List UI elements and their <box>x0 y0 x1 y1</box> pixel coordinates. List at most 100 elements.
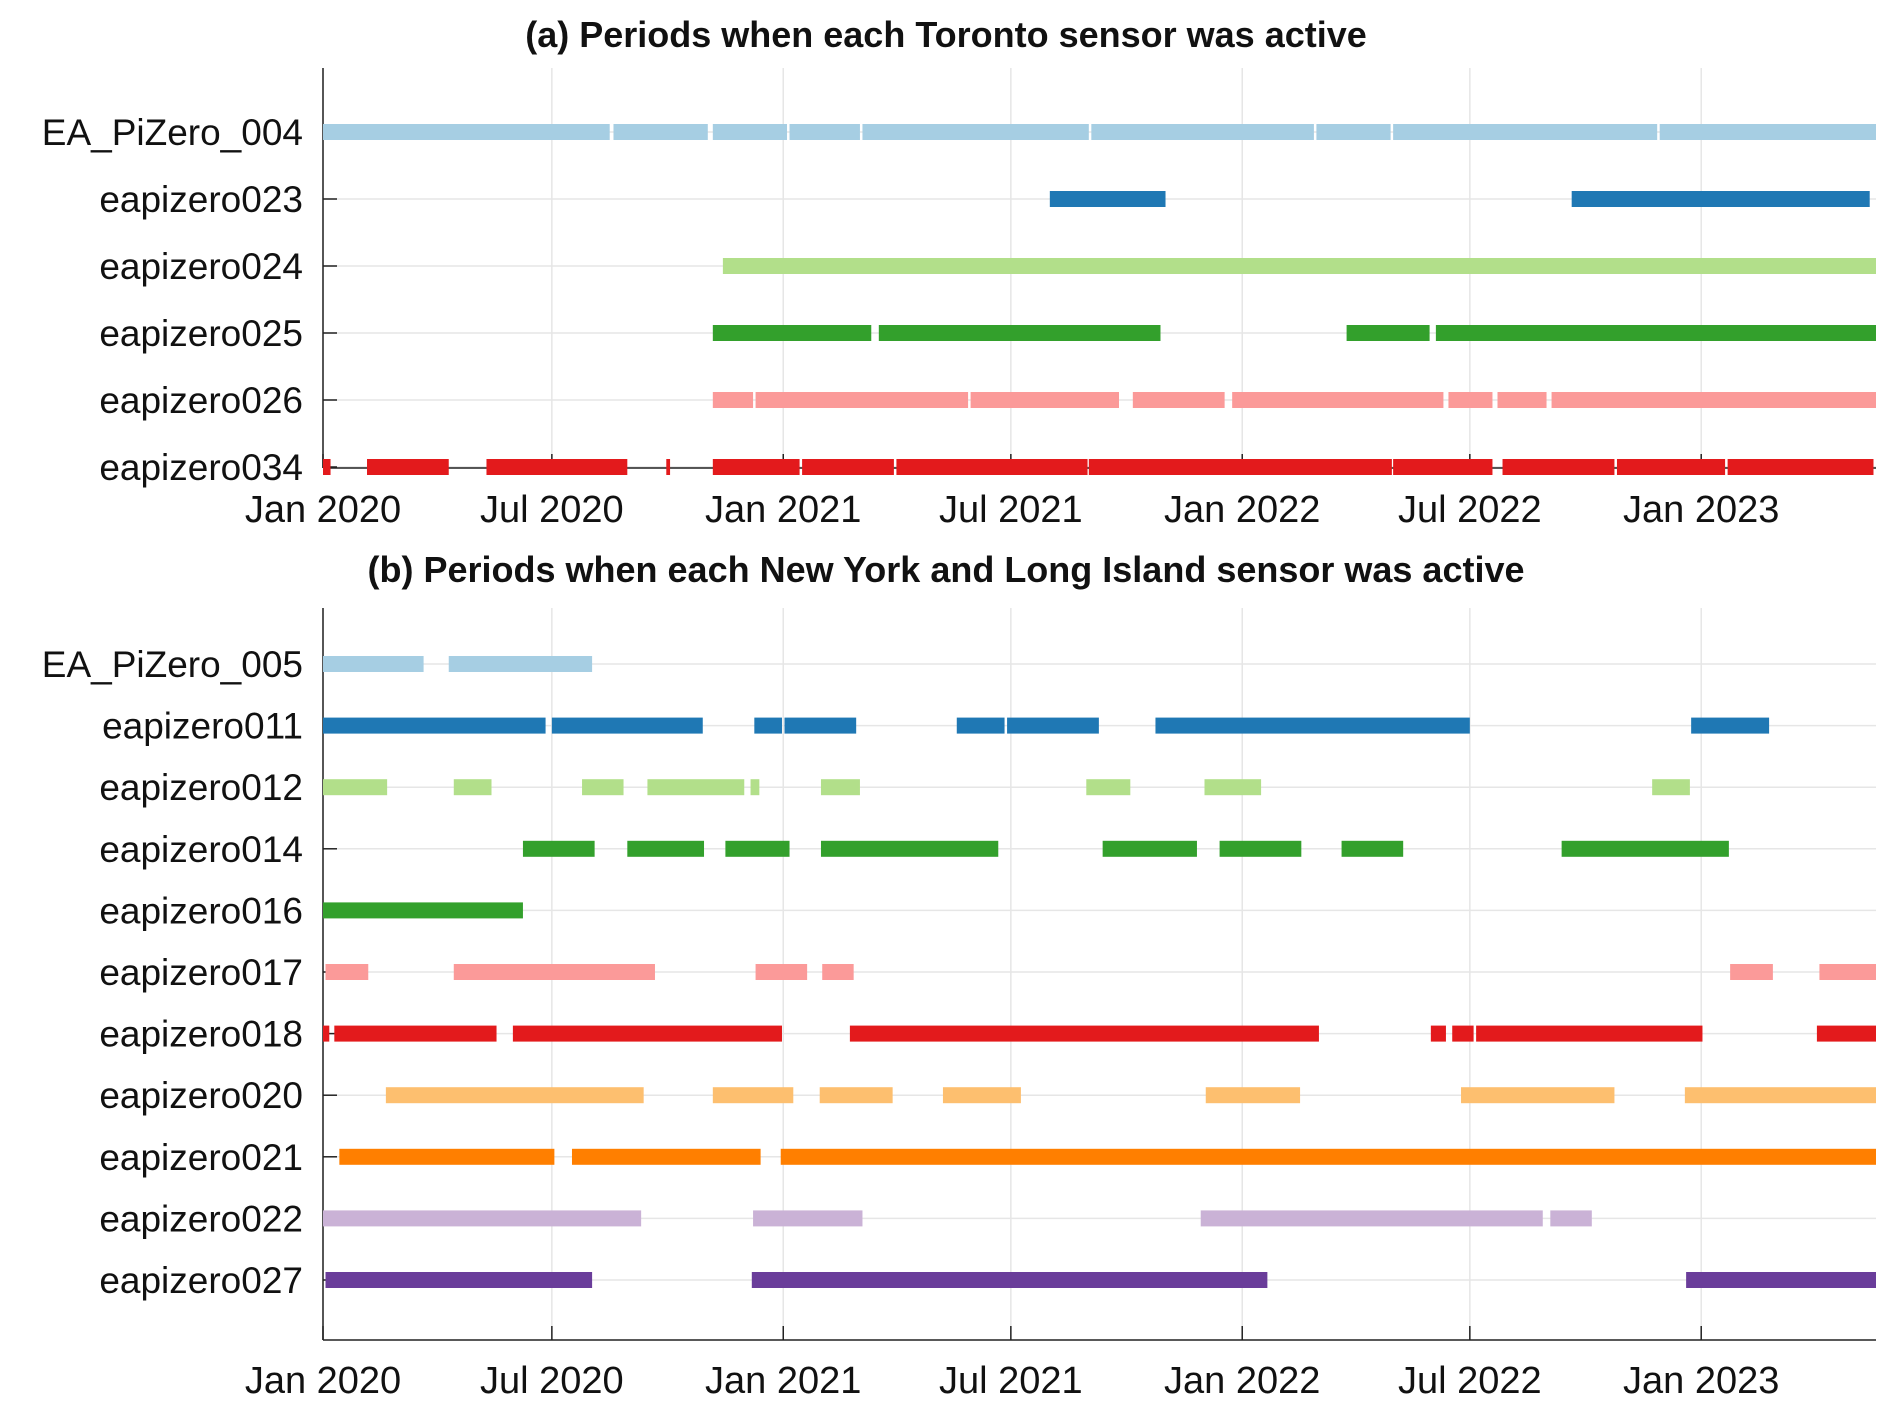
active-period-bar <box>1132 392 1225 408</box>
active-period-bar <box>780 1148 1876 1165</box>
active-period-bar <box>1219 840 1302 857</box>
series-label: eapizero012 <box>99 767 303 808</box>
active-period-bar <box>1727 459 1874 475</box>
active-period-bar <box>1346 325 1430 341</box>
active-period-bar <box>323 717 546 734</box>
active-period-bar <box>1091 124 1314 140</box>
active-period-bar <box>385 1087 644 1104</box>
active-period-bar <box>323 124 610 140</box>
series-label: eapizero021 <box>99 1137 303 1178</box>
active-period-bar <box>802 459 894 475</box>
active-period-bar <box>1088 459 1392 475</box>
x-tick-label: Jan 2021 <box>705 1360 861 1402</box>
active-period-bar <box>970 392 1119 408</box>
active-period-bar <box>323 779 388 796</box>
active-period-bar <box>822 964 854 980</box>
active-period-bar <box>878 325 1161 341</box>
x-tick-label: Jul 2021 <box>939 1360 1083 1402</box>
active-period-bar <box>1102 840 1197 857</box>
chart-panel-b: Jan 2020 Jul 2020 Jan 2021 Jul 2021 Jan 2022… <box>42 608 1876 1402</box>
active-period-bar <box>323 459 331 475</box>
active-period-bar <box>1652 779 1690 796</box>
series-label: eapizero034 <box>99 447 303 488</box>
x-tick-label: Jul 2022 <box>1398 1360 1542 1402</box>
active-period-bar <box>942 1087 1021 1104</box>
x-tick-label: Jul 2020 <box>480 1360 624 1402</box>
active-period-bar <box>896 459 1088 475</box>
series-label: eapizero025 <box>99 313 303 354</box>
series-label: EA_PiZero_005 <box>42 644 303 685</box>
active-period-bar <box>1452 1025 1474 1042</box>
x-tick-label: Jan 2022 <box>1164 489 1320 531</box>
active-period-bar <box>789 124 860 140</box>
active-period-bar <box>755 964 808 980</box>
series-label: eapizero018 <box>99 1014 303 1055</box>
active-period-bar <box>1341 840 1404 857</box>
active-period-bar <box>1205 1087 1301 1104</box>
series-label: eapizero024 <box>99 246 303 287</box>
active-period-bar <box>613 124 708 140</box>
active-period-bar <box>339 1148 555 1165</box>
series-label: eapizero022 <box>99 1198 303 1239</box>
active-period-bar <box>1691 717 1770 734</box>
active-period-bar <box>1502 459 1615 475</box>
active-period-bar <box>1435 325 1876 341</box>
active-period-bar <box>448 656 593 672</box>
series-label: eapizero014 <box>99 829 303 870</box>
series-label: eapizero023 <box>99 179 303 220</box>
series-label: EA_PiZero_004 <box>42 112 303 153</box>
x-tick-label: Jan 2021 <box>705 489 861 531</box>
active-period-bar <box>1204 779 1262 796</box>
active-period-bar <box>750 779 760 796</box>
active-period-bar <box>712 392 754 408</box>
active-period-bar <box>582 779 624 796</box>
active-period-bar <box>367 459 449 475</box>
active-period-bar <box>1686 1272 1876 1288</box>
active-period-bar <box>325 964 369 980</box>
panel-a-title: (a) Periods when each Toronto sensor was… <box>525 14 1367 55</box>
series-label: eapizero020 <box>99 1075 303 1116</box>
active-period-bar <box>1200 1210 1543 1227</box>
active-period-bar <box>1816 1025 1876 1042</box>
series-label: eapizero026 <box>99 380 303 421</box>
x-tick-label: Jul 2021 <box>939 489 1083 531</box>
x-tick-label: Jan 2020 <box>245 489 401 531</box>
active-period-bar <box>1730 964 1773 980</box>
active-period-bar <box>1684 1087 1876 1104</box>
active-period-bar <box>784 717 857 734</box>
active-period-bar <box>1616 459 1726 475</box>
active-period-bar <box>1316 124 1391 140</box>
active-period-bar <box>323 1025 330 1042</box>
active-period-bar <box>751 1272 1268 1288</box>
active-period-bar <box>712 459 800 475</box>
active-period-bar <box>1086 779 1131 796</box>
active-period-bar <box>647 779 745 796</box>
active-period-bar <box>627 840 705 857</box>
active-period-bar <box>820 779 860 796</box>
active-period-bar <box>725 840 790 857</box>
active-period-bar <box>712 1087 794 1104</box>
x-tick-label: Jan 2022 <box>1164 1360 1320 1402</box>
active-period-bar <box>334 1025 497 1042</box>
active-period-bar <box>754 717 782 734</box>
active-period-bar <box>849 1025 1319 1042</box>
active-period-bar <box>1430 1025 1446 1042</box>
active-period-bar <box>712 124 788 140</box>
series-label: eapizero016 <box>99 890 303 931</box>
series-label: eapizero017 <box>99 952 303 993</box>
active-period-bar <box>819 1087 893 1104</box>
active-period-bar <box>323 1210 642 1227</box>
active-period-bar <box>1461 1087 1615 1104</box>
active-period-bar <box>1155 717 1470 734</box>
active-period-bar <box>1476 1025 1703 1042</box>
active-period-bar <box>486 459 628 475</box>
active-period-bar <box>1551 392 1876 408</box>
x-tick-label: Jul 2020 <box>480 489 624 531</box>
active-period-bar <box>1007 717 1099 734</box>
x-tick-label: Jan 2020 <box>245 1360 401 1402</box>
active-period-bar <box>1659 124 1876 140</box>
active-period-bar <box>722 258 1876 274</box>
active-period-bar <box>453 964 655 980</box>
active-period-bar <box>453 779 492 796</box>
panel-b-title: (b) Periods when each New York and Long … <box>367 549 1525 590</box>
